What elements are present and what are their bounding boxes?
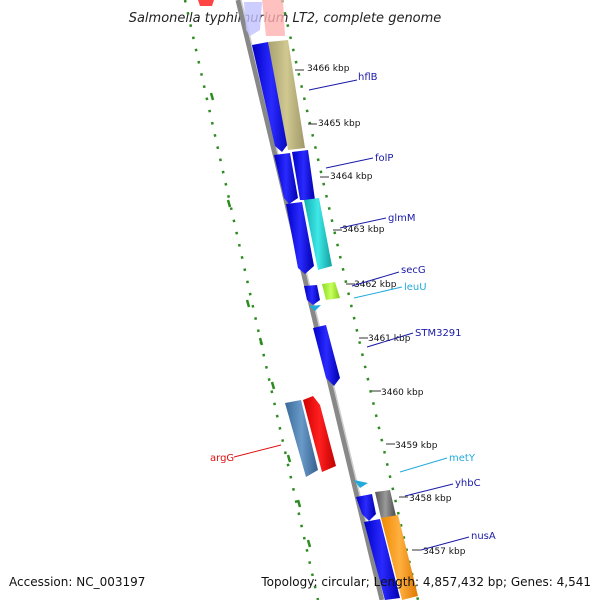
leader-line <box>399 457 448 473</box>
gc-dotted-line <box>183 0 320 600</box>
gene-glmM-inner <box>286 202 314 274</box>
gene-label-leuU: leuU <box>404 282 427 293</box>
kbp-ticks: 3466 kbp 3465 kbp 3464 kbp 3463 kbp 3462… <box>295 64 466 557</box>
gene-STM3291 <box>313 325 340 386</box>
kbp-tick-label: 3460 kbp <box>381 388 424 398</box>
leader-line <box>325 157 374 169</box>
kbp-tick-label: 3457 kbp <box>423 547 466 557</box>
gene-glmM <box>304 198 332 270</box>
gene-hflB-inner <box>252 42 291 152</box>
gc-dash <box>226 199 232 208</box>
gene-label-argG: argG <box>210 453 234 464</box>
kbp-tick-label: 3466 kbp <box>307 64 350 74</box>
kbp-tick-label: 3462 kbp <box>354 280 397 290</box>
leader-line <box>366 332 414 348</box>
kbp-tick-label: 3463 kbp <box>342 225 385 235</box>
gene-metY <box>354 480 368 488</box>
gene-nusA <box>381 515 418 600</box>
gene-yhbC-inner <box>356 494 376 521</box>
gc-dash <box>286 454 292 463</box>
gene-label-STM3291: STM3291 <box>415 328 462 339</box>
leader-line <box>420 536 470 551</box>
kbp-tick-label: 3458 kbp <box>409 494 452 504</box>
kbp-tick-label: 3465 kbp <box>318 119 361 129</box>
gene-argG <box>303 396 336 472</box>
leader-line <box>339 217 387 229</box>
leader-line <box>404 483 454 497</box>
gene-leuU-region <box>322 282 340 300</box>
gene-yhbC <box>375 490 396 518</box>
map-title: Salmonella typhimurium LT2, complete gen… <box>129 11 442 26</box>
gene-folP-inner <box>274 153 298 204</box>
gc-dash <box>258 337 264 346</box>
accession-text: Accession: NC_003197 <box>9 575 145 589</box>
gc-dash <box>245 299 251 308</box>
gene-top-red <box>198 0 214 6</box>
gene-labels: hflB folP glmM secG leuU STM3291 argG me… <box>210 72 496 551</box>
leader-line <box>308 79 358 91</box>
leader-line <box>353 286 403 299</box>
gene-label-folP: folP <box>375 153 393 164</box>
gene-top-faded-blue <box>244 2 262 36</box>
outer-dotted-track <box>280 0 420 600</box>
leader-line <box>351 271 400 287</box>
gc-dash <box>296 499 302 508</box>
gene-argG-inner <box>285 400 318 477</box>
gene-label-secG: secG <box>401 265 426 276</box>
gene-hflB <box>268 40 305 150</box>
kbp-tick-label: 3464 kbp <box>330 172 373 182</box>
gene-top-faded-red <box>262 0 285 36</box>
kbp-tick-label: 3461 kbp <box>368 334 411 344</box>
gene-label-glmM: glmM <box>388 213 416 224</box>
gene-leuU <box>309 305 321 311</box>
gene-features <box>252 40 418 600</box>
kbp-tick-label: 3459 kbp <box>395 441 438 451</box>
gene-folP <box>292 150 315 200</box>
gc-dash <box>209 92 215 101</box>
gene-label-nusA: nusA <box>471 531 496 542</box>
gc-dash <box>306 539 312 548</box>
gene-label-hflB: hflB <box>358 72 378 83</box>
gene-label-yhbC: yhbC <box>455 478 481 489</box>
topology-text: Topology: circular; Length: 4,857,432 bp… <box>260 575 591 589</box>
gc-dash <box>270 381 276 390</box>
leader-line <box>233 444 282 458</box>
gene-label-metY: metY <box>449 453 476 464</box>
gene-nusA-inner <box>364 519 400 600</box>
gene-secG <box>304 285 320 305</box>
gc-content-track <box>183 0 320 600</box>
